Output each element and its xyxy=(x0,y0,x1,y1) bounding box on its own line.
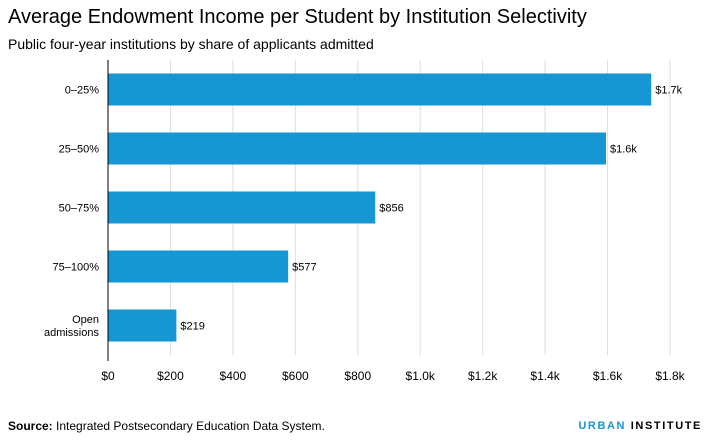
bar xyxy=(108,250,289,283)
tick-label: $1.2k xyxy=(468,369,498,383)
bar xyxy=(108,191,376,224)
category-label: 50–75% xyxy=(59,203,100,215)
tick-label: $800 xyxy=(344,369,371,383)
bar xyxy=(108,132,606,165)
tick-label: $1.8k xyxy=(655,369,685,383)
category-label: 25–50% xyxy=(59,144,100,156)
tick-label: $400 xyxy=(220,369,247,383)
data-label: $219 xyxy=(180,321,204,333)
data-label: $1.6k xyxy=(610,144,637,156)
source-text: Integrated Postsecondary Education Data … xyxy=(52,419,325,433)
source-note: Source: Integrated Postsecondary Educati… xyxy=(8,419,325,433)
category-label: 75–100% xyxy=(53,262,100,274)
tick-label: $1.0k xyxy=(406,369,436,383)
urban-institute-logo: URBAN INSTITUTE xyxy=(578,420,702,432)
tick-label: $1.4k xyxy=(530,369,560,383)
category-label: Open xyxy=(72,314,99,326)
tick-label: $1.6k xyxy=(593,369,623,383)
data-label: $577 xyxy=(292,262,316,274)
data-label: $856 xyxy=(379,203,403,215)
logo-urban: URBAN xyxy=(578,420,627,432)
logo-institute: INSTITUTE xyxy=(630,420,702,432)
chart-subtitle: Public four-year institutions by share o… xyxy=(8,36,374,52)
source-label: Source: xyxy=(8,419,53,433)
category-label: 0–25% xyxy=(65,85,99,97)
bar xyxy=(108,309,177,342)
chart-title: Average Endowment Income per Student by … xyxy=(8,6,587,28)
data-label: $1.7k xyxy=(655,85,682,97)
bar xyxy=(108,73,652,106)
tick-label: $0 xyxy=(101,369,115,383)
category-label: admissions xyxy=(44,327,100,339)
tick-label: $200 xyxy=(157,369,184,383)
tick-label: $600 xyxy=(282,369,309,383)
